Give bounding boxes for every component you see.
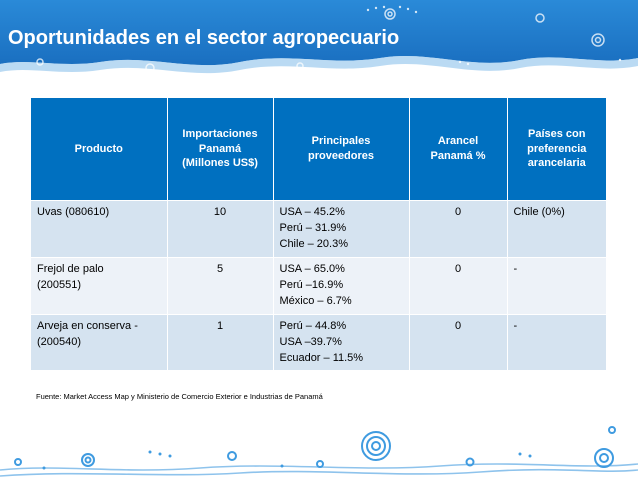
swirl-decoration-graphic [0, 426, 638, 477]
header-imports: Importaciones Panamá (Millones US$) [167, 98, 274, 201]
header-suppliers-line1: Principales [311, 135, 371, 148]
header-suppliers: Principales proveedores [273, 98, 410, 201]
header-pref-line1: Países con [528, 127, 586, 140]
agro-opportunities-table: Producto Importaciones Panamá (Millones … [31, 98, 606, 371]
product-name: Frejol de palo [37, 262, 104, 275]
cell-suppliers: USA – 45.2% Perú – 31.9% Chile – 20.3% [273, 200, 410, 258]
supplier-2: Perú – 31.9% [279, 221, 347, 234]
header-suppliers-line2: proveedores [307, 150, 375, 162]
cell-product: Frejol de palo (200551) [31, 256, 168, 315]
product-code: (200540) [37, 335, 82, 348]
table-header-row: Producto Importaciones Panamá (Millones … [31, 98, 606, 201]
supplier-1: USA – 65.0% [279, 262, 345, 275]
product-name: Arveja en conserva - [37, 319, 138, 332]
table-row: Arveja en conserva - (200540) 1 Perú – 4… [31, 313, 606, 371]
cell-preference: - [507, 313, 606, 371]
title-banner [0, 0, 638, 80]
header-tariff-line1: Arancel [437, 135, 479, 148]
cell-product: Arveja en conserva - (200540) [31, 313, 168, 371]
supplier-3: Chile – 20.3% [279, 237, 349, 250]
header-imports-line3: (Millones US$) [182, 157, 258, 170]
supplier-1: USA – 45.2% [279, 206, 345, 218]
cell-tariff: 0 [409, 200, 508, 258]
cell-product: Uvas (080610) [31, 200, 168, 258]
header-tariff-line2: Panamá % [430, 150, 486, 162]
table-row: Frejol de palo (200551) 5 USA – 65.0% Pe… [31, 256, 606, 315]
cell-preference: - [507, 256, 606, 315]
cell-tariff: 0 [409, 256, 508, 315]
supplier-3: México – 6.7% [279, 294, 352, 307]
footer-decoration [0, 408, 638, 479]
slide-title: Oportunidades en el sector agropecuario [8, 27, 400, 49]
table-row: Uvas (080610) 10 USA – 45.2% Perú – 31.9… [31, 200, 606, 258]
source-note: Fuente: Market Access Map y Ministerio d… [36, 392, 323, 401]
cell-preference: Chile (0%) [507, 200, 606, 258]
header-product-label: Producto [74, 142, 123, 155]
header-product: Producto [31, 98, 168, 201]
cell-suppliers: USA – 65.0% Perú –16.9% México – 6.7% [273, 256, 410, 315]
supplier-2: USA –39.7% [279, 335, 342, 348]
product-name: Uvas (080610) [37, 206, 110, 218]
supplier-3: Ecuador – 11.5% [279, 351, 364, 364]
product-code: (200551) [37, 278, 82, 291]
wave-banner-graphic [0, 0, 638, 74]
cell-suppliers: Perú – 44.8% USA –39.7% Ecuador – 11.5% [273, 313, 410, 371]
cell-imports: 1 [167, 313, 274, 371]
header-imports-line2: Panamá [198, 142, 242, 155]
header-preference: Países con preferencia arancelaria [507, 98, 606, 201]
header-pref-line2: preferencia [527, 142, 587, 155]
supplier-2: Perú –16.9% [279, 278, 344, 291]
agro-opportunities-table-wrap: Producto Importaciones Panamá (Millones … [31, 98, 606, 371]
cell-imports: 5 [167, 256, 274, 315]
header-tariff: Arancel Panamá % [409, 98, 508, 201]
cell-tariff: 0 [409, 313, 508, 371]
supplier-1: Perú – 44.8% [279, 319, 347, 332]
header-imports-line1: Importaciones [182, 127, 258, 140]
cell-imports: 10 [167, 200, 274, 258]
header-pref-line3: arancelaria [527, 157, 586, 170]
